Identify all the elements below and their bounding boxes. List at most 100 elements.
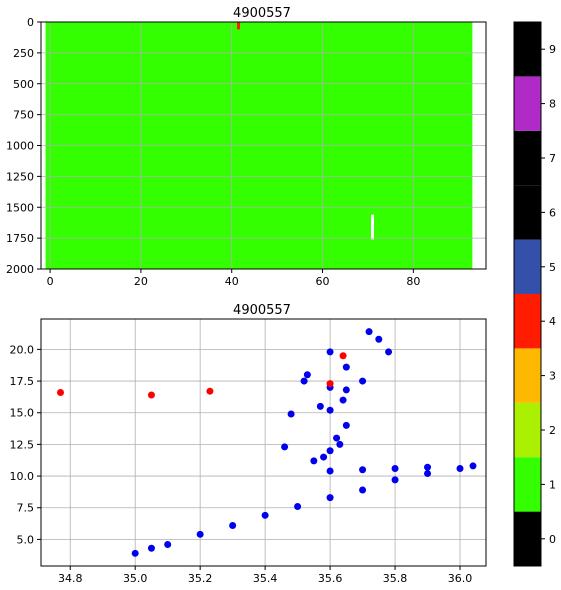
bottom-scatter-panel: 4900557 34.8 35.0 35.2 35.4 35.6 35.8 36.0 5.0 7… [10, 303, 487, 585]
scatter-point [359, 486, 367, 494]
colorbar-segment-5 [514, 239, 541, 294]
bottom-y-tick-label: 5.0 [17, 533, 35, 546]
colorbar-ticks: 0 1 2 3 4 5 6 7 8 9 [541, 43, 556, 546]
colorbar-segment-8 [514, 76, 541, 131]
scatter-point [391, 476, 399, 484]
scatter-point [287, 410, 295, 418]
colorbar-tick-label: 7 [549, 152, 556, 165]
scatter-point [326, 380, 334, 388]
scatter-point [336, 440, 344, 448]
scatter-point [339, 396, 347, 404]
colorbar-tick-label: 3 [549, 370, 556, 383]
top-x-tick-label: 0 [47, 275, 54, 288]
colorbar-tick-label: 6 [549, 206, 556, 219]
colorbar-segment-7 [514, 130, 541, 186]
scatter-point [385, 348, 393, 356]
bottom-x-tick-label: 35.0 [123, 572, 148, 585]
bottom-y-tick-label: 17.5 [10, 375, 35, 388]
scatter-point [333, 434, 341, 442]
scatter-series-0 [131, 328, 477, 557]
top-y-tick-label: 1500 [6, 201, 34, 214]
top-heatmap-panel: 4900557 0 20 40 60 80 0 250 500 750 1000 1250 1500 1… [6, 6, 487, 288]
bottom-y-tick-label: 20.0 [10, 343, 35, 356]
scatter-point [326, 494, 334, 502]
bottom-plot-title: 4900557 [233, 303, 291, 318]
bottom-y-tick-label: 7.5 [17, 502, 35, 515]
scatter-point [326, 467, 334, 475]
scatter-point [56, 388, 64, 396]
bottom-x-tick-label: 35.6 [318, 572, 343, 585]
colorbar-segment-3 [514, 348, 541, 403]
scatter-point [326, 447, 334, 455]
bottom-x-tick-label: 34.8 [58, 572, 83, 585]
scatter-point [294, 502, 302, 510]
scatter-point [326, 406, 334, 414]
scatter-point [365, 328, 373, 336]
scatter-point [339, 352, 347, 360]
colorbar-tick-label: 0 [549, 533, 556, 546]
heatmap-feature-1 [370, 214, 374, 240]
top-y-tick-label: 1250 [6, 170, 34, 183]
colorbar-segments [514, 22, 541, 566]
top-plot-title: 4900557 [233, 6, 291, 21]
bottom-plot-grid [41, 319, 486, 566]
scatter-point [320, 453, 328, 461]
bottom-y-tick-label: 12.5 [10, 438, 35, 451]
colorbar-segment-0 [514, 511, 541, 566]
top-x-tick-label: 40 [225, 275, 239, 288]
top-x-tick-label: 20 [134, 275, 148, 288]
scatter-point [316, 402, 324, 410]
scatter-point [303, 371, 311, 379]
scatter-point [310, 457, 318, 465]
top-y-tick-label: 2000 [6, 263, 34, 276]
bottom-x-tick-label: 35.8 [383, 572, 408, 585]
colorbar-segment-2 [514, 402, 541, 458]
colorbar-tick-label: 9 [549, 43, 556, 56]
bottom-plot-frame [40, 318, 487, 567]
top-plot-axes: 0 20 40 60 80 0 250 500 750 1000 1250 1500 1750 2000 [6, 16, 420, 288]
scatter-point [456, 464, 464, 472]
scatter-point [375, 335, 383, 343]
colorbar-segment-1 [514, 457, 541, 512]
scatter-point [326, 348, 334, 356]
colorbar-segment-6 [514, 185, 541, 240]
scatter-point [147, 391, 155, 399]
bottom-x-tick-label: 35.2 [188, 572, 213, 585]
scatter-point [342, 363, 350, 371]
top-y-tick-label: 750 [13, 109, 34, 122]
scatter-point [300, 377, 308, 385]
top-x-tick-label: 60 [316, 275, 330, 288]
scatter-point [342, 386, 350, 394]
bottom-y-tick-label: 10.0 [10, 470, 35, 483]
bottom-x-tick-label: 35.4 [253, 572, 278, 585]
colorbar-segment-9 [514, 22, 541, 77]
scatter-point [206, 387, 214, 395]
bottom-y-tick-label: 15.0 [10, 407, 35, 420]
bottom-plot-axes: 34.8 35.0 35.2 35.4 35.6 35.8 36.0 5.0 7.5 10.0 12… [10, 343, 473, 585]
scatter-point [281, 443, 289, 451]
scatter-point [424, 470, 432, 478]
scatter-point [131, 549, 139, 557]
scatter-point [164, 540, 172, 548]
top-y-tick-label: 1750 [6, 232, 34, 245]
colorbar-frame [513, 21, 542, 567]
top-y-tick-label: 1000 [6, 140, 34, 153]
bottom-plot-points [56, 328, 477, 557]
scatter-point [359, 377, 367, 385]
top-y-tick-label: 500 [13, 78, 34, 91]
colorbar-segment-4 [514, 294, 541, 349]
scatter-point [342, 421, 350, 429]
colorbar-tick-label: 5 [549, 261, 556, 274]
colorbar-tick-label: 1 [549, 478, 556, 491]
scatter-point [469, 462, 477, 470]
scatter-point [229, 521, 237, 529]
colorbar-tick-label: 2 [549, 424, 556, 437]
top-y-tick-label: 250 [13, 47, 34, 60]
top-x-tick-label: 80 [406, 275, 420, 288]
scatter-point [261, 511, 269, 519]
colorbar: 0 1 2 3 4 5 6 7 8 9 [513, 21, 556, 567]
scatter-point [147, 544, 155, 552]
top-y-tick-label: 0 [27, 16, 34, 29]
scatter-point [424, 463, 432, 471]
